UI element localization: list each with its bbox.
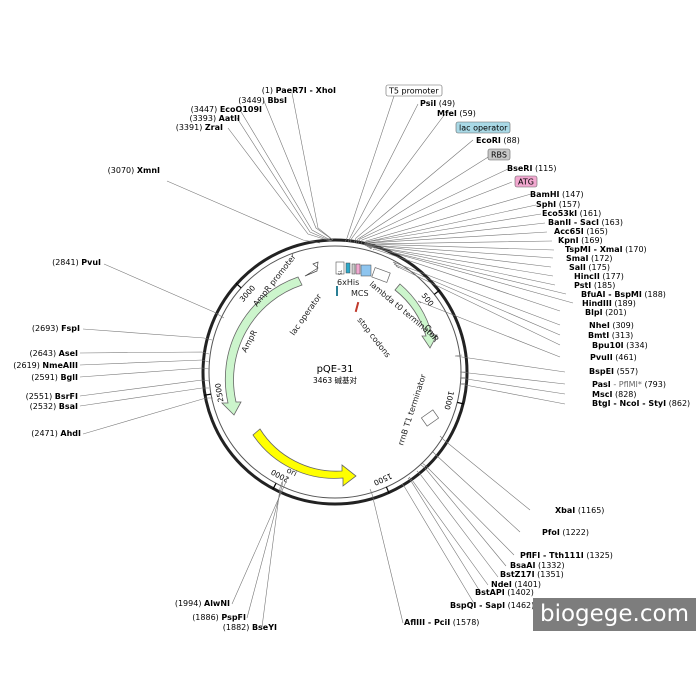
watermark: biogege.com [533, 598, 696, 631]
lac-operator-bar [336, 286, 338, 296]
site-bseri: BseRI (115) [507, 164, 556, 173]
cmr-arrow [394, 283, 438, 349]
tick-2500 [203, 393, 212, 396]
site-hindiii: HindIII (189) [582, 299, 636, 308]
plasmid-name: pQE-31 [317, 364, 354, 375]
tick-label-1000: 1000 [442, 390, 455, 411]
t5-promoter-box [335, 261, 345, 275]
site-sali: SalI (175) [569, 263, 610, 272]
site-nmeaiii: (2619) NmeAIII [13, 361, 78, 370]
rrnb-t1-label: rrnB T1 terminator [396, 372, 428, 446]
site-eco53ki: Eco53kI (161) [542, 209, 601, 218]
site-smai: SmaI (172) [566, 254, 613, 263]
site-pflfi-tth111i: PflFI - Tth111I (1325) [520, 551, 613, 560]
site-fspi: (2693) FspI [32, 324, 80, 333]
site-bpu10i: Bpu10I (334) [592, 341, 648, 350]
ori-arrow [252, 428, 357, 487]
mcs-label: MCS [351, 289, 369, 298]
tick-1500 [385, 486, 390, 494]
site-bsaai: BsaAI (1332) [510, 561, 565, 570]
site-acc65i: Acc65I (165) [554, 227, 608, 236]
site-bstz17i: BstZ17I (1351) [500, 570, 564, 579]
plasmid-size: 3463 碱基对 [313, 375, 357, 385]
tag-t5-promoter: T5 promoter [385, 84, 443, 97]
site-zrai: (3391) ZraI [176, 123, 223, 132]
site-pvuii: PvuII (461) [590, 353, 637, 362]
features [221, 261, 440, 487]
site-banii-saci: BanII - SacI (163) [548, 218, 623, 227]
site-ahdi: (2471) AhdI [31, 429, 81, 438]
site-aatii: (3393) AatII [189, 114, 240, 123]
site-btgi-ncoi-styi: BtgI - NcoI - StyI (862) [592, 399, 690, 408]
site-ecori: EcoRI (88) [476, 136, 520, 145]
tag-atg-label: ATG [518, 178, 534, 187]
tag-rbs-label: RBS [491, 151, 507, 160]
site-bspei: BspEI (557) [589, 367, 638, 376]
lambda-t0-terminator-box [371, 267, 391, 283]
site-nhei: NheI (309) [589, 321, 634, 330]
site-msci: MscI (828) [592, 390, 637, 399]
site-pasi: PasI - PflMI* (793) [592, 380, 666, 389]
site-bmti: BmtI (313) [588, 331, 633, 340]
lac-operator-label: lac operator [288, 292, 324, 337]
tick-2000 [272, 483, 277, 490]
site-bfuai-bspmi: BfuAI - BspMI (188) [581, 290, 666, 299]
site-bstapi: BstAPI (1402) [475, 588, 534, 597]
tag-rbs: RBS [487, 148, 511, 161]
site-bspqi-sapi: BspQI - SapI (1462) [450, 601, 534, 610]
sixhis-box [345, 262, 351, 274]
site-xbai: XbaI (1165) [555, 506, 604, 515]
site-paer7i-xhoi: (1) PaeR7I - XhoI [262, 86, 336, 95]
site-sphi: SphI (157) [536, 200, 580, 209]
ampr-arrow [221, 276, 303, 416]
site-hincii: HincII (177) [574, 272, 624, 281]
site-ndei: NdeI (1401) [491, 580, 541, 589]
site-ecoo109i: (3447) EcoO109I [191, 105, 262, 114]
ampr-promoter-arrow [304, 261, 319, 277]
site-afliii-pcii: AflIII - PciI (1578) [404, 618, 479, 627]
site-psti: PstI (185) [574, 281, 615, 290]
site-bbsi: (3449) BbsI [238, 96, 287, 105]
left-site-labels: (1) PaeR7I - XhoI(3449) BbsI(3447) EcoO1… [13, 86, 336, 632]
stop-codons-label: stop codons [355, 316, 392, 360]
mcs-box [360, 264, 372, 277]
site-psii: PsiI (49) [420, 99, 455, 108]
t5-box-label: T5 [337, 269, 342, 275]
site-pfoi: PfoI (1222) [542, 528, 589, 537]
tag-atg: ATG [514, 175, 538, 188]
site-blpi: BlpI (201) [585, 308, 627, 317]
sixhis-label: 6xHis [337, 278, 359, 287]
rbs-box [351, 263, 356, 275]
tag-t5-promoter-label: T5 promoter [388, 87, 439, 96]
site-asei: (2643) AseI [29, 349, 78, 358]
site-bsai: (2532) BsaI [30, 402, 78, 411]
site-mfei: MfeI (59) [437, 109, 476, 118]
site-xmni: (3070) XmnI [108, 166, 160, 175]
site-tspmi-xmai: TspMI - XmaI (170) [565, 245, 647, 254]
site-pspfi: (1886) PspFI [192, 613, 246, 622]
tick-label-2500: 2500 [213, 382, 225, 403]
backbone-outer-ring [201, 238, 469, 506]
rrnb-t1-terminator-box [420, 409, 440, 427]
ori-label: ori [285, 466, 298, 479]
site-alwni: (1994) AlwNI [175, 599, 230, 608]
tick-1000 [457, 401, 465, 405]
site-bgli: (2591) BglI [31, 373, 78, 382]
right-site-labels: PsiI (49)MfeI (59) EcoRI (88) BseRI (115) B… [404, 99, 690, 627]
site-kpni: KpnI (169) [558, 236, 603, 245]
tick-500 [433, 289, 441, 295]
leader-lines [79, 92, 574, 628]
site-bsrfi: (2551) BsrFI [26, 392, 78, 401]
tag-lac-operator: lac operator [455, 121, 511, 134]
site-bseyi: (1882) BseYI [223, 623, 277, 632]
site-pvui: (2841) PvuI [52, 258, 101, 267]
atg-box [355, 263, 361, 275]
tag-lac-operator-label: lac operator [459, 124, 508, 133]
stop-codons-bar [354, 301, 360, 313]
site-bamhi: BamHI (147) [530, 190, 584, 199]
tick-3000 [235, 282, 242, 289]
